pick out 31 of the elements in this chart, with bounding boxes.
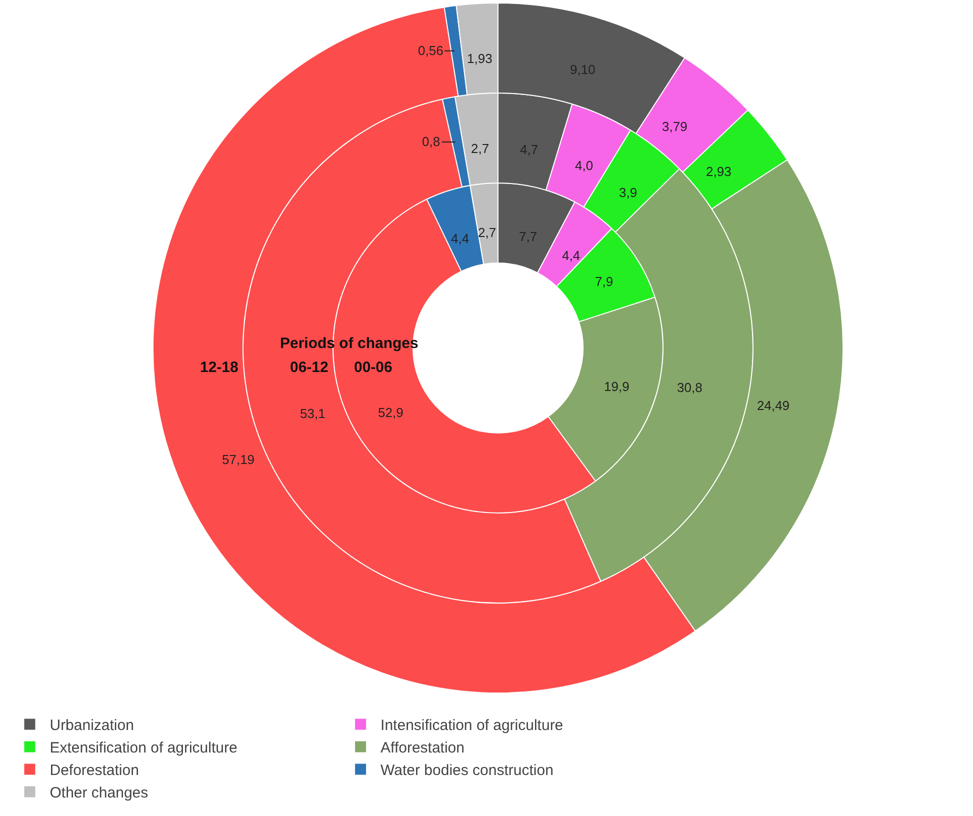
legend-label: Extensification of agriculture (50, 740, 238, 757)
data-label: 52,9 (378, 405, 404, 420)
data-label: 1,93 (467, 51, 492, 66)
data-label: 57,19 (222, 452, 255, 467)
data-label: 9,10 (570, 62, 596, 77)
data-label: 4,4 (562, 248, 580, 263)
slice-label: 06-12 (290, 359, 328, 376)
data-label: 3,79 (662, 119, 688, 134)
data-label: 2,7 (478, 225, 496, 240)
data-label: 30,8 (677, 380, 702, 395)
data-label: 2,93 (706, 164, 732, 179)
data-label: 0,56 (418, 43, 444, 58)
data-label: 2,7 (471, 141, 490, 156)
slice-label: 00-06 (354, 359, 392, 376)
legend-label: Water bodies construction (380, 762, 554, 780)
data-label: 3,9 (619, 185, 638, 200)
legend-label: Other changes (50, 784, 148, 802)
legend-label: Urbanization (50, 717, 134, 734)
data-label: 24,49 (757, 398, 790, 413)
data-label: 19,9 (604, 379, 630, 394)
legend-label: Afforestation (380, 740, 465, 757)
data-label: 4,7 (520, 142, 538, 157)
legend-label: Deforestation (50, 762, 139, 780)
data-label: 4,0 (575, 158, 594, 173)
data-label: 7,9 (595, 274, 614, 289)
data-label: 0,8 (422, 134, 440, 149)
data-label: 7,7 (519, 229, 538, 244)
slice-label: 12-18 (200, 359, 238, 376)
legend-label: Intensification of agriculture (380, 717, 564, 734)
data-label: 53,1 (300, 406, 326, 421)
data-label: 4,4 (451, 231, 470, 246)
